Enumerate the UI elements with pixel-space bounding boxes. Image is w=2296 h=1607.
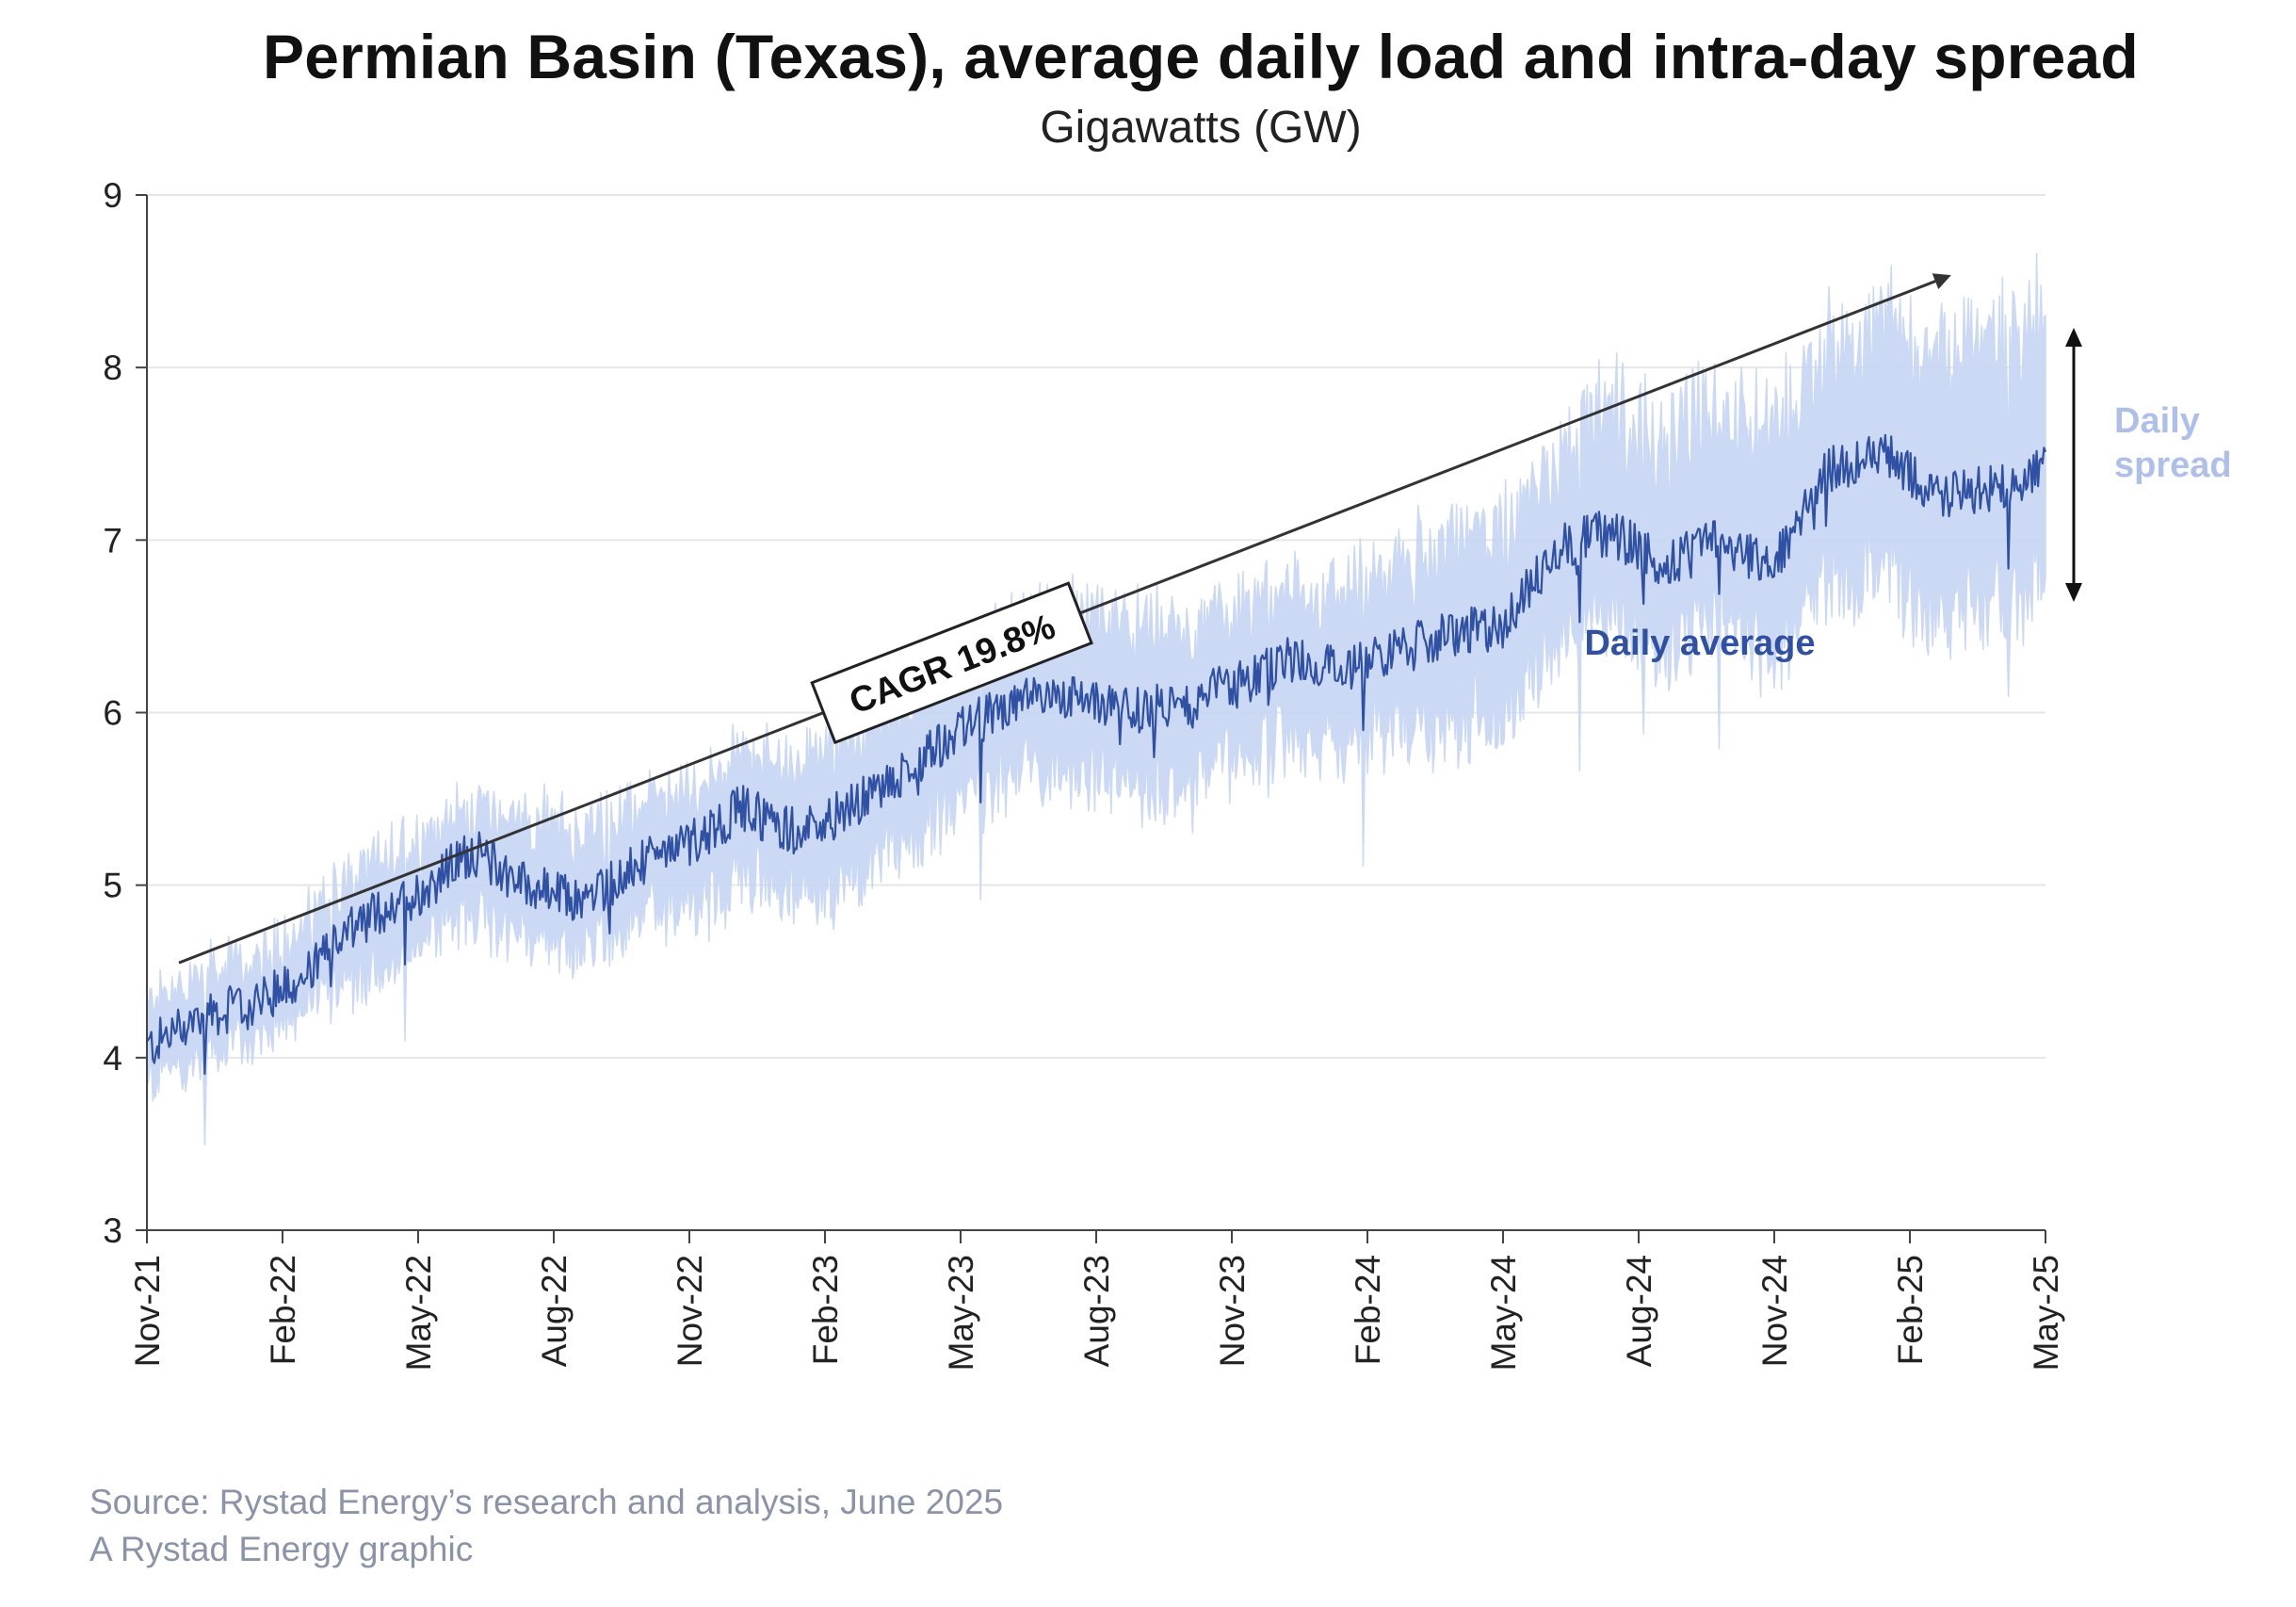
- daily-average-label: Daily average: [1584, 624, 1815, 663]
- y-tick-label: 8: [103, 349, 122, 387]
- x-tick-label: Feb-22: [264, 1255, 302, 1365]
- x-tick-label: Aug-23: [1077, 1255, 1116, 1367]
- chart-title: Permian Basin (Texas), average daily loa…: [263, 22, 2139, 91]
- chart-subtitle: Gigawatts (GW): [1040, 103, 1362, 153]
- source-line: Source: Rystad Energy’s research and ana…: [89, 1483, 1004, 1521]
- x-tick-label: Feb-24: [1349, 1255, 1387, 1365]
- x-tick-label: Aug-22: [535, 1255, 574, 1367]
- spread-arrow-head-top: [2065, 328, 2082, 347]
- x-tick-label: Nov-21: [128, 1255, 167, 1367]
- x-tick-label: May-22: [399, 1255, 438, 1371]
- y-tick-label: 6: [103, 694, 122, 733]
- daily-spread-label-line1: Daily: [2114, 401, 2200, 441]
- x-tick-label: Nov-22: [671, 1255, 709, 1367]
- y-tick-label: 4: [103, 1039, 122, 1078]
- y-tick-label: 9: [103, 176, 122, 215]
- x-tick-label: May-25: [2027, 1255, 2065, 1371]
- credit-line: A Rystad Energy graphic: [89, 1530, 474, 1568]
- cagr-arrow-head: [1932, 273, 1951, 289]
- x-tick-label: Nov-23: [1213, 1255, 1252, 1367]
- x-tick-label: Nov-24: [1755, 1255, 1794, 1367]
- x-tick-label: Aug-24: [1620, 1255, 1658, 1367]
- axes: 3 4 5 6 7 8 9 Nov-21 Feb-22 May-22 Aug-22 Nov-22 Feb…: [103, 176, 2065, 1371]
- average-line-layer: [146, 433, 2047, 1076]
- y-tick-label: 3: [103, 1211, 122, 1250]
- daily-average-line: [146, 433, 2047, 1076]
- daily-spread-label-line2: spread: [2114, 446, 2232, 485]
- spread-arrow-head-bottom: [2065, 583, 2082, 602]
- x-tick-label: Feb-23: [806, 1255, 845, 1365]
- y-tick-label: 7: [103, 521, 122, 560]
- x-tick-label: Feb-25: [1891, 1255, 1930, 1365]
- y-tick-label: 5: [103, 867, 122, 905]
- x-tick-label: May-23: [942, 1255, 980, 1371]
- x-tick-label: May-24: [1484, 1255, 1523, 1371]
- source-note: Source: Rystad Energy’s research and ana…: [89, 1479, 1003, 1573]
